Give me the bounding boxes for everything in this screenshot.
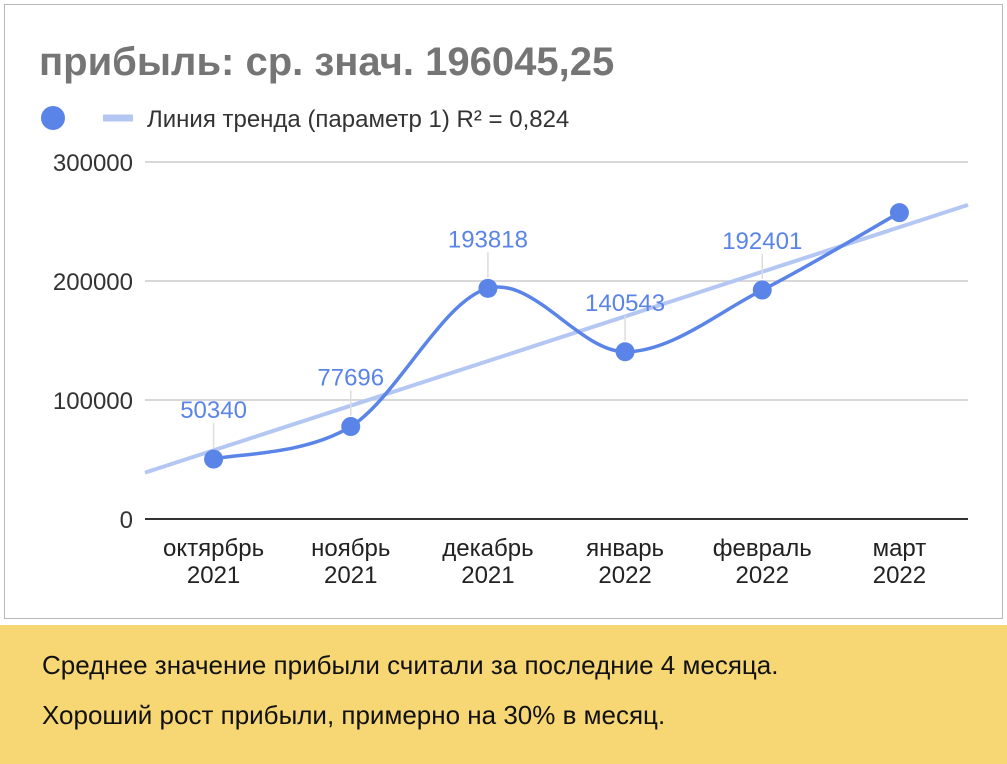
data-point <box>889 203 909 223</box>
legend-series-marker <box>41 106 65 130</box>
note-line-1: Среднее значение прибыли считали за посл… <box>42 650 779 680</box>
x-category-label: декабрь <box>442 535 533 562</box>
series-line <box>213 211 901 461</box>
y-tick-label: 200000 <box>53 269 133 296</box>
x-category-label: ноябрь <box>311 535 390 562</box>
x-category-label: 2022 <box>873 562 926 589</box>
chart-title: прибыль: ср. знач. 196045,25 <box>39 40 614 84</box>
chart-frame: прибыль: ср. знач. 196045,25 Линия тренд… <box>4 4 1003 619</box>
note-line-2: Хороший рост прибыли, примерно на 30% в … <box>42 700 666 730</box>
legend-trendline-label: Линия тренда (параметр 1) R² = 0,824 <box>147 106 569 133</box>
data-point <box>204 449 224 469</box>
x-axis-categories: октярбрь2021ноябрь2021декабрь2021январь2… <box>163 535 926 589</box>
y-axis-ticks: 0 100000 200000 300000 <box>53 150 133 534</box>
x-category-label: 2022 <box>598 562 651 589</box>
data-label: 192401 <box>722 228 802 255</box>
note-box: Среднее значение прибыли считали за посл… <box>0 625 1007 764</box>
line-chart: прибыль: ср. знач. 196045,25 Линия тренд… <box>39 40 969 589</box>
data-label: 50340 <box>180 397 247 424</box>
x-category-label: октярбрь <box>163 535 264 562</box>
data-label: 140543 <box>585 290 665 317</box>
x-category-label: январь <box>586 535 664 562</box>
y-tick-label: 100000 <box>53 388 133 415</box>
y-tick-label: 300000 <box>53 150 133 177</box>
trendline <box>144 202 969 475</box>
data-points <box>204 203 909 469</box>
data-label: 193818 <box>448 226 528 253</box>
y-tick-label: 0 <box>120 507 133 534</box>
data-labels: 50340 77696 193818 140543 192401 <box>180 226 802 449</box>
data-point <box>341 417 361 437</box>
data-point <box>615 342 635 362</box>
data-point <box>478 278 498 298</box>
x-category-label: март <box>873 535 927 562</box>
x-category-label: февраль <box>713 535 812 562</box>
x-category-label: 2021 <box>187 562 240 589</box>
data-label: 77696 <box>317 365 384 392</box>
x-category-label: 2022 <box>736 562 789 589</box>
grid <box>145 161 968 520</box>
x-category-label: 2021 <box>461 562 514 589</box>
legend: Линия тренда (параметр 1) R² = 0,824 <box>41 106 569 133</box>
x-category-label: 2021 <box>324 562 377 589</box>
data-point <box>752 280 772 300</box>
